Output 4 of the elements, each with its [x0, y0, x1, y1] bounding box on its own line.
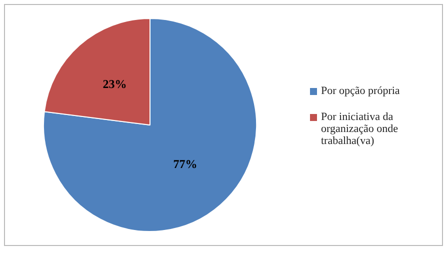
legend-label: Por iniciativa da organização onde trabalha(va)	[321, 111, 400, 147]
data-label: 23%	[102, 77, 127, 92]
data-label: 77%	[173, 157, 198, 172]
legend-label: Por opção própria	[321, 85, 400, 97]
